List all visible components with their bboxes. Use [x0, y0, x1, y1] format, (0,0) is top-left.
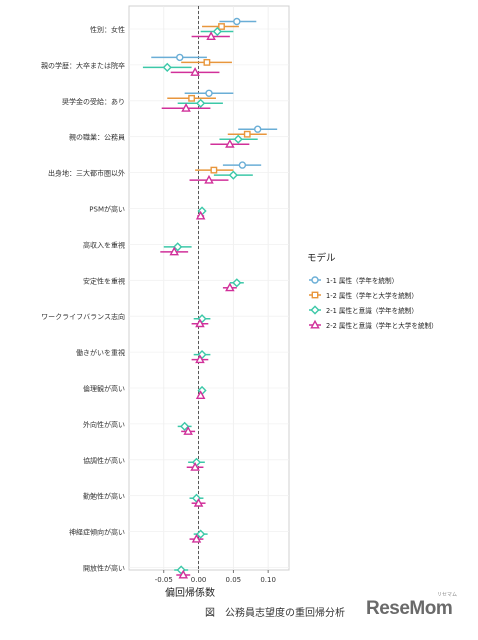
- point-estimate: [212, 26, 222, 37]
- y-tick-label: 高収入を重視: [83, 240, 125, 249]
- y-tick-label: 奨学金の受給：あり: [62, 97, 125, 106]
- point-estimate: [195, 354, 205, 364]
- resemom-logo-ruby: リセマム: [437, 592, 458, 598]
- plot-panel: [128, 5, 290, 571]
- x-tick-label: 0.05: [226, 576, 242, 584]
- x-tick-label: 0.10: [260, 576, 276, 584]
- point-estimate: [193, 497, 204, 507]
- series-4: [160, 31, 250, 579]
- point-estimate: [205, 89, 213, 98]
- x-axis-ticks: -0.05 0.00 0.05 0.10: [155, 570, 276, 584]
- point-estimate: [162, 62, 172, 72]
- point-estimate: [176, 53, 184, 62]
- point-estimate: [190, 67, 200, 76]
- y-tick-label: 神経症傾向が高い: [69, 528, 125, 537]
- y-tick-label: 勤勉性が高い: [83, 492, 125, 501]
- point-estimate: [210, 166, 218, 174]
- point-estimate: [253, 125, 262, 133]
- point-estimate: [191, 533, 202, 543]
- x-axis-title: 偏回帰係数: [165, 586, 215, 599]
- y-tick-label: 安定性を重視: [83, 276, 125, 285]
- legend-swatch-marker: [311, 291, 319, 299]
- point-estimate: [233, 17, 241, 26]
- legend-label: 1-2 属性（学年と大学を統制）: [326, 291, 418, 300]
- legend-item: 1-2 属性（学年と大学を統制）: [309, 291, 418, 300]
- legend-item: 2-1 属性と意識（学年を統制）: [309, 305, 418, 315]
- figure-caption: 図 公務員志望度の重回帰分析: [205, 608, 345, 619]
- legend-item: 2-2 属性と意識（学年と大学を統制）: [309, 319, 438, 330]
- series-3: [142, 26, 258, 575]
- y-tick-label: 出身地：三大都市圏以外: [48, 169, 125, 178]
- point-estimate: [195, 390, 206, 399]
- point-estimate: [196, 98, 206, 108]
- resemom-logo: ReseMom: [366, 598, 453, 619]
- legend-swatch-marker: [310, 305, 320, 315]
- point-estimate: [195, 210, 206, 220]
- y-tick-label: 倫理観が高い: [83, 384, 125, 393]
- legend-swatch-marker: [311, 276, 319, 284]
- gridlines: [129, 6, 289, 570]
- point-estimate: [190, 462, 200, 471]
- point-estimate: [225, 282, 235, 292]
- point-estimate: [180, 421, 190, 431]
- point-estimate: [181, 103, 191, 112]
- legend-label: 2-1 属性と意識（学年を統制）: [326, 306, 418, 315]
- y-tick-label: ワークライフバランス志向: [41, 312, 125, 321]
- legend-label: 1-1 属性（学年を統制）: [326, 276, 398, 285]
- y-tick-label: 親の学歴：大卒または院卒: [41, 61, 125, 70]
- legend-title: モデル: [307, 252, 336, 264]
- point-estimate: [173, 242, 183, 252]
- point-estimate: [218, 23, 225, 30]
- y-tick-label: 働きがいを重視: [76, 348, 125, 357]
- series-2: [167, 23, 267, 174]
- series-1: [151, 17, 278, 169]
- y-tick-label: 性別：女性: [90, 25, 125, 34]
- point-estimate: [196, 529, 206, 539]
- series-marks: [142, 17, 278, 579]
- point-estimate: [204, 174, 214, 184]
- point-estimate: [238, 161, 247, 169]
- point-estimate: [188, 94, 196, 102]
- point-estimate: [232, 278, 242, 288]
- point-estimate: [225, 138, 235, 148]
- y-tick-label: PSMが高い: [89, 205, 125, 214]
- point-estimate: [169, 246, 179, 256]
- legend-item: 1-1 属性（学年を統制）: [309, 276, 398, 285]
- legend-swatch-marker: [310, 319, 320, 329]
- y-axis-labels: 性別：女性親の学歴：大卒または院卒奨学金の受給：あり親の職業：公務員出身地：三大…: [41, 25, 125, 573]
- y-tick-label: 協調性が高い: [83, 456, 125, 465]
- point-estimate: [195, 318, 205, 328]
- y-tick-label: 開放性が高い: [83, 564, 125, 573]
- legend-label: 2-2 属性と意識（学年と大学を統制）: [326, 321, 438, 330]
- y-tick-label: 親の職業：公務員: [69, 133, 125, 142]
- x-tick-label: 0.00: [191, 576, 207, 584]
- x-tick-label: -0.05: [155, 576, 173, 584]
- point-estimate: [206, 31, 216, 40]
- point-estimate: [178, 569, 189, 579]
- point-estimate: [233, 134, 243, 144]
- point-estimate: [183, 426, 193, 435]
- point-estimate: [203, 59, 211, 66]
- point-estimate: [243, 130, 251, 138]
- legend: モデル 1-1 属性（学年を統制） 1-2 属性（学年と大学を統制） 2-1 属性と…: [307, 252, 438, 330]
- point-estimate: [228, 170, 238, 180]
- y-tick-label: 外向性が高い: [83, 420, 125, 429]
